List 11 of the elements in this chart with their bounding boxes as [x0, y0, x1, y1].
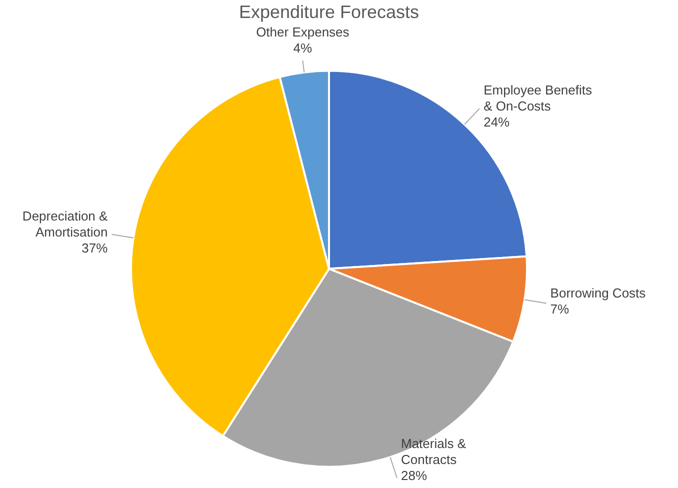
slice-label: Employee Benefits & On-Costs: [484, 82, 592, 114]
slice-label: Materials & Contracts: [400, 436, 466, 468]
slice-label: Borrowing Costs: [550, 285, 646, 300]
slice-label: Other Expenses: [256, 24, 350, 40]
data-label: 4%: [293, 40, 313, 56]
data-label: 28%: [400, 468, 428, 484]
data-label: 37%: [82, 240, 108, 256]
data-label: 24%: [484, 114, 510, 130]
chart-title: Expenditure Forecasts: [238, 2, 420, 22]
slice-label: Depreciation & Amortisation: [22, 208, 108, 240]
data-label: 7%: [550, 301, 570, 316]
